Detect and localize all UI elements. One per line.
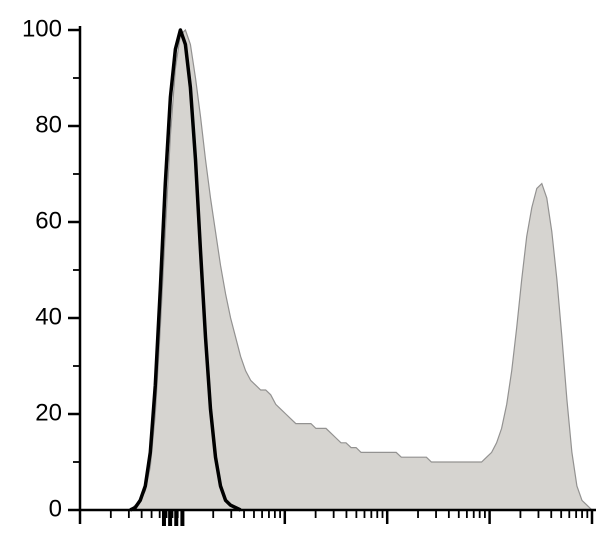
y-tick-label: 40 (35, 303, 62, 330)
y-tick-label: 80 (35, 111, 62, 138)
y-tick-label: 100 (22, 15, 62, 42)
histogram-svg: 0 20 40 60 80 100 (0, 0, 608, 545)
histogram-filled-series (80, 30, 592, 510)
y-tick-label: 20 (35, 399, 62, 426)
flow-cytometry-histogram: 0 20 40 60 80 100 (0, 0, 608, 545)
y-tick-label: 60 (35, 207, 62, 234)
y-tick-label: 0 (49, 495, 62, 522)
